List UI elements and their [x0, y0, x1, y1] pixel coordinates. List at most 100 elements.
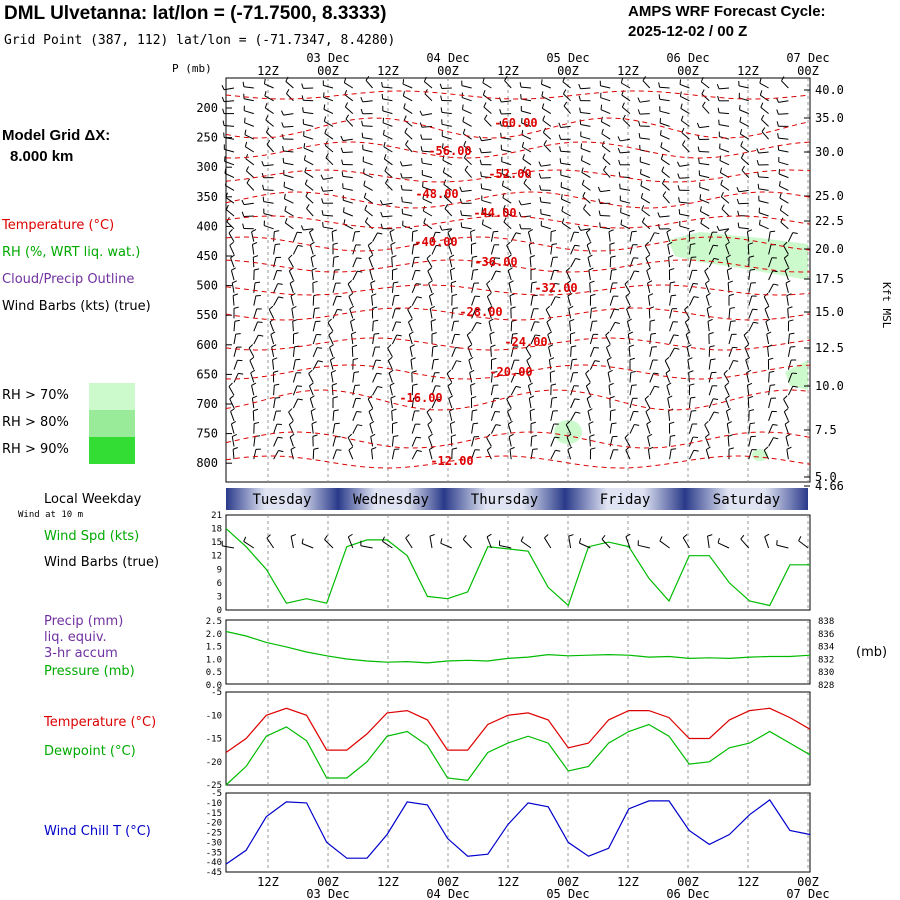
surface-wind-barb	[625, 536, 631, 549]
time-tick-label-top: 12Z	[497, 64, 519, 78]
wind-barb	[329, 359, 334, 370]
wind-barb	[545, 309, 552, 319]
wind-barb	[367, 245, 374, 255]
wind-barb-flag	[442, 143, 444, 149]
wind-barb	[411, 296, 418, 306]
wind-barb-flag	[562, 89, 567, 95]
wind-barb-flag	[430, 319, 436, 322]
wind-barb-flag	[653, 372, 659, 375]
wind-barb	[702, 105, 710, 114]
wind-barb	[688, 449, 695, 460]
wind-barb	[372, 359, 377, 370]
isotherm-label: -60.00	[494, 116, 537, 130]
wind-barb	[743, 334, 750, 345]
wind-barb-flag	[301, 95, 304, 101]
wind-barb	[725, 244, 730, 255]
wind-barb	[726, 423, 730, 434]
station-title: DML Ulvetanna: lat/lon = (-71.7500, 8.33…	[4, 3, 387, 24]
wind-barb-flag	[749, 422, 756, 425]
wind-barb-flag	[529, 408, 535, 412]
wind-barb-flag	[674, 347, 680, 350]
wind-barb	[283, 174, 294, 179]
wind-barb-flag	[726, 408, 731, 412]
wind-barb	[668, 257, 671, 268]
wind-barb-flag	[704, 420, 709, 426]
wind-barb-flag	[480, 171, 482, 177]
wind-barb	[768, 244, 772, 255]
pressure-tick-label: 700	[196, 397, 218, 411]
wind-barb	[649, 232, 655, 242]
wind-barb-flag	[727, 434, 733, 437]
wind-barb	[649, 386, 655, 396]
wind-barb-flag	[776, 109, 779, 115]
pressure-legend: Pressure (mb)	[44, 664, 135, 679]
wind-barb-flag	[432, 345, 438, 348]
kft-tick-label: 12.5	[815, 341, 844, 355]
wind-barb-flag	[737, 210, 740, 216]
wind-barb	[253, 334, 259, 345]
surface-wind-barb-flag	[486, 533, 492, 538]
wind-barb	[383, 146, 393, 153]
wind-barb	[292, 398, 299, 409]
wind-barb-flag	[314, 307, 320, 309]
wind-barb-flag	[727, 421, 732, 425]
wind-barb	[342, 138, 353, 142]
wind-barb-flag	[284, 205, 287, 211]
surface-wind-barb	[462, 539, 472, 549]
wind-barb-flag	[590, 293, 596, 297]
wind-barb	[609, 322, 616, 332]
wind-barb	[273, 231, 275, 242]
wind-barb-flag	[662, 191, 667, 196]
wind-barb	[362, 125, 373, 127]
wind-barb-flag	[501, 168, 504, 174]
wind-barb	[527, 372, 532, 383]
wind-barb	[449, 257, 453, 268]
wind-barb-flag	[327, 318, 332, 323]
wind-barb-flag	[257, 321, 263, 323]
surface-wind-barb-flag	[520, 536, 524, 542]
wind-barb-flag	[408, 318, 413, 323]
wind-barb	[661, 158, 670, 166]
wind-barb	[422, 186, 433, 191]
wind-barb-flag	[251, 382, 257, 386]
wind-barb-flag	[374, 333, 380, 335]
wind-barb	[586, 398, 591, 409]
wind-barb-flag	[317, 360, 323, 363]
wind-barb-flag	[770, 230, 776, 233]
wind-barb-flag	[645, 408, 651, 412]
wind-barb	[490, 372, 493, 383]
wind-barb	[347, 437, 354, 447]
wind-barb-flag	[403, 103, 406, 109]
wind-barb	[629, 398, 634, 409]
wind-barb	[246, 182, 255, 191]
wind-barb-flag	[528, 228, 533, 233]
surface-wind-barb-flag	[243, 536, 247, 542]
isotherm-label: -36.00	[474, 255, 517, 269]
wind-barb-flag	[640, 192, 644, 199]
wind-barb-flag	[340, 135, 344, 141]
wind-barb	[669, 308, 673, 319]
wind-barb	[688, 423, 693, 434]
pressure-line	[225, 630, 811, 664]
temperature-legend: Temperature (°C)	[2, 218, 115, 233]
wind-barb	[372, 346, 376, 357]
wind-barb	[448, 244, 453, 255]
wind-barb-flag	[642, 76, 647, 81]
wind-barb	[550, 270, 555, 281]
wind-barb	[382, 86, 393, 89]
surface-wind-barb-flag	[348, 533, 353, 538]
wind-barb	[303, 147, 314, 153]
wind-barb	[620, 188, 631, 191]
wind-barb-flag	[221, 85, 225, 90]
wind-barb	[442, 159, 453, 166]
kft-tick-label: 35.0	[815, 111, 844, 125]
wind-barb-flag	[693, 296, 699, 299]
wind-barb-flag	[462, 116, 465, 122]
wind-barb	[787, 308, 789, 319]
wind-barb	[688, 372, 690, 383]
wind-barb	[288, 270, 294, 281]
wind-barb	[768, 437, 774, 447]
surface-wind-barb	[568, 536, 572, 549]
wind-barb	[407, 309, 413, 319]
wind-barb-flag	[506, 395, 511, 400]
